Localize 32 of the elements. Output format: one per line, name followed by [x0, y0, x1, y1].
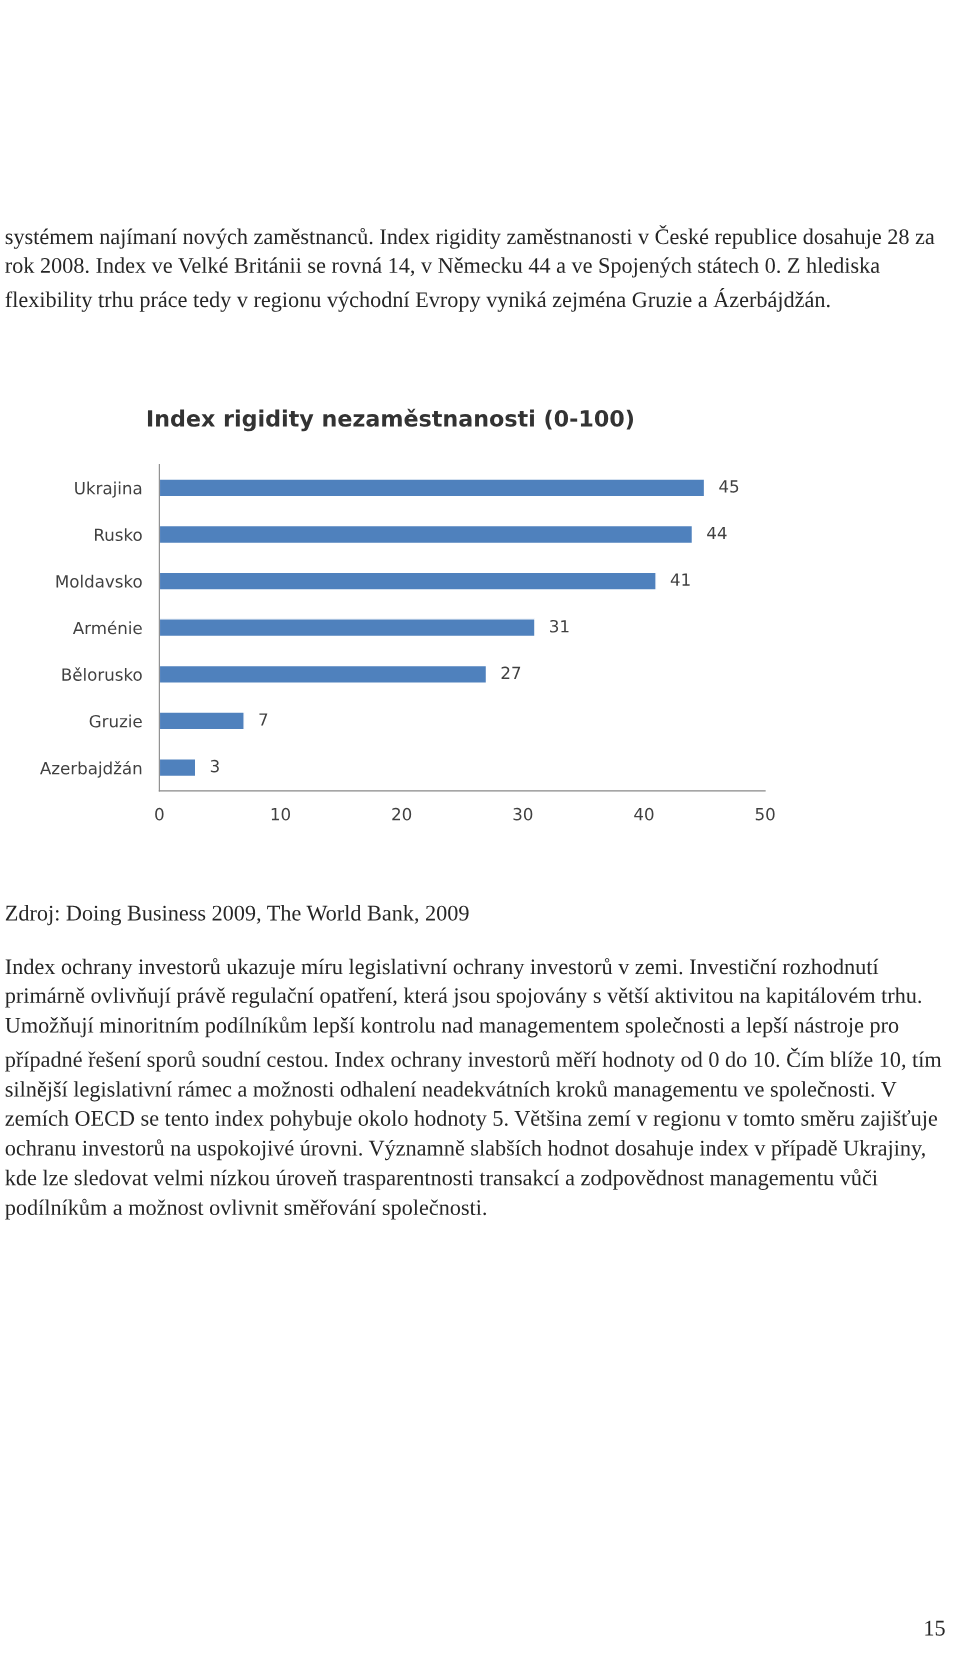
bar: [159, 478, 706, 498]
text: 15: [925, 1620, 945, 1636]
bar: [159, 524, 694, 545]
bar: [159, 618, 536, 638]
data-label: 31: [550, 619, 569, 633]
y-tick-label: Azerbajdžán: [40, 760, 142, 778]
text: Index ochrany investorů ukazuje míru legislativní ochrany investorů v zemi. Investiční rozhodnutí primárně ovlivňují právě regulační opatření, která jsou spojovány s větší aktivitou na kapitálovém trhu. Umožňují minoritním podílníkům lepší kontrolu nad managementem společnosti a lepší nástroje pro případné řešení sporů soudní cestou. Index ochrany investorů měří hodnoty od 0 do 10. Čím blíže 10, tím silnější legislativní rámec a možnosti odhalení neadekvátních kroků managementu ve společnosti. V zemích OECD se tento index pohybuje okolo hodnoty 5. Většina zemí v regionu v tomto směru zajišťuje ochranu investorů na uspokojivé úrovni. Významně slabších hodnot dosahuje index v případě Ukrajiny, kde lze sledovat velmi nízkou úroveň trasparentnosti transakcí a zodpovědnost managementu vůči podílníkům a možnost ovlivnit směřování společnosti.: [5, 958, 942, 1220]
bar: [159, 664, 488, 684]
data-label: 3: [210, 759, 219, 773]
y-tick-label: Bělorusko: [62, 667, 142, 681]
y-tick-label: Gruzie: [89, 714, 142, 728]
x-tick-label: 10: [271, 807, 291, 821]
chart-title: Index rigidity nezaměstnanosti (0-100): [147, 408, 634, 432]
data-label: 27: [501, 666, 521, 679]
bar: [159, 571, 657, 591]
text: Zdroj: Doing Business 2009, The World Bank, 2009: [5, 905, 469, 926]
data-label: 7: [259, 713, 268, 726]
x-tick-label: 20: [392, 807, 412, 821]
x-tick-label: 50: [755, 807, 775, 821]
y-tick-label: Arménie: [72, 620, 142, 635]
x-tick-label: 30: [513, 807, 533, 821]
bar: [159, 758, 197, 778]
x-tick-label: 0: [155, 807, 164, 821]
data-label: 44: [707, 526, 727, 540]
text: systémem najímaní nových zaměstnanců. Index rigidity zaměstnanosti v České republice dosahuje 28 za rok 2008. Index ve Velké Británii se rovná 14, v Německu 44 a ve Spojených státech 0. Z hlediska flexibility trhu práce tedy v regionu východní Evropy vyniká zejména Gruzie a Ázerbájdžán.: [5, 225, 935, 312]
y-tick-label: Moldavsko: [56, 574, 142, 588]
data-label: 45: [719, 480, 739, 493]
x-tick-label: 40: [634, 807, 654, 821]
data-label: 41: [670, 573, 690, 586]
y-tick-label: Ukrajina: [75, 481, 142, 498]
bar: [159, 711, 245, 731]
y-tick-label: Rusko: [95, 528, 142, 542]
